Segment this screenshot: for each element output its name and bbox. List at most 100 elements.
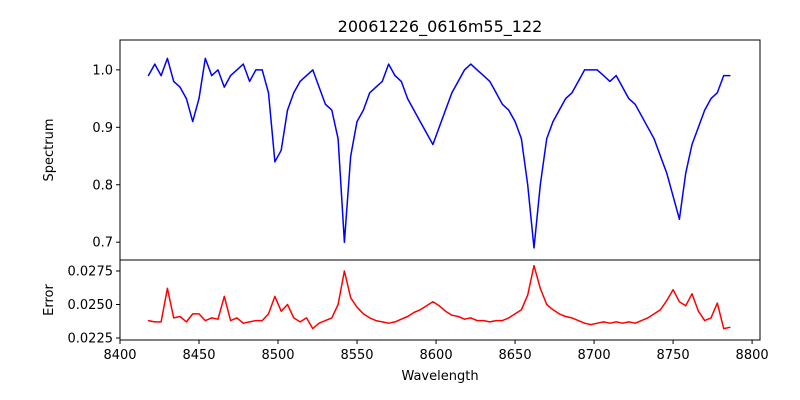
spectrum-point bbox=[267, 92, 270, 94]
error-point bbox=[305, 317, 308, 319]
spectrum-point bbox=[590, 69, 592, 71]
error-point bbox=[729, 326, 731, 328]
error-point bbox=[331, 317, 333, 319]
x-tick-label: 8800 bbox=[736, 348, 769, 363]
error-point bbox=[356, 306, 358, 308]
spectrum-point bbox=[615, 75, 617, 77]
error-point bbox=[723, 328, 725, 330]
error-point bbox=[577, 319, 579, 322]
spectrum-point bbox=[685, 172, 687, 174]
error-point bbox=[451, 314, 453, 316]
error-point bbox=[685, 305, 687, 307]
error-point bbox=[489, 321, 491, 323]
error-point bbox=[388, 322, 390, 324]
error-point bbox=[293, 317, 295, 319]
error-point bbox=[558, 313, 560, 315]
x-tick-label: 8450 bbox=[182, 348, 215, 363]
error-point bbox=[463, 318, 466, 320]
error-point bbox=[179, 315, 181, 318]
error-point bbox=[672, 289, 674, 291]
spectrum-point bbox=[723, 75, 725, 77]
error-point bbox=[217, 318, 219, 320]
error-point bbox=[230, 319, 232, 322]
error-point bbox=[381, 321, 383, 323]
error-point bbox=[324, 319, 327, 322]
spectrum-point bbox=[583, 69, 586, 71]
spectrum-point bbox=[154, 63, 156, 65]
error-point bbox=[621, 322, 624, 324]
chart-title: 20061226_0616m55_122 bbox=[338, 17, 543, 37]
spectrum-point bbox=[508, 109, 510, 111]
y-tick: 0.8 bbox=[92, 178, 120, 193]
error-point bbox=[343, 270, 345, 272]
spectrum-point bbox=[147, 75, 150, 77]
spectrum-point bbox=[337, 138, 339, 140]
spectrum-point bbox=[577, 80, 579, 82]
error-point bbox=[261, 319, 263, 322]
error-point bbox=[160, 321, 162, 323]
spectrum-point bbox=[204, 57, 206, 59]
spectrum-point bbox=[716, 92, 718, 94]
error-point bbox=[514, 313, 516, 315]
spectrum-point bbox=[476, 69, 478, 71]
spectrum-point bbox=[634, 103, 636, 105]
x-tick-label: 8600 bbox=[420, 348, 453, 363]
error-point bbox=[615, 321, 617, 323]
spectrum-point bbox=[666, 172, 668, 174]
spectrum-point bbox=[546, 138, 548, 140]
spectrum-point bbox=[628, 97, 630, 100]
y-tick-label: 0.9 bbox=[92, 121, 113, 136]
spectrum-point bbox=[394, 75, 396, 77]
spectrum-point bbox=[356, 120, 358, 123]
spectrum-point bbox=[552, 120, 554, 123]
spectrum-point bbox=[602, 75, 605, 77]
spectrum-point bbox=[280, 149, 282, 151]
error-point bbox=[419, 309, 421, 311]
error-point bbox=[546, 303, 548, 306]
error-point bbox=[596, 322, 598, 324]
error-point bbox=[375, 319, 377, 322]
spectrum-point bbox=[653, 138, 655, 140]
error-point bbox=[198, 313, 200, 315]
error-point bbox=[520, 309, 522, 311]
error-point bbox=[495, 319, 497, 322]
error-point bbox=[166, 287, 169, 290]
x-tick-label: 8750 bbox=[657, 348, 690, 363]
y-tick-label: 0.0225 bbox=[68, 331, 114, 346]
spectrum-point bbox=[223, 86, 225, 88]
y-tick-label: 0.0250 bbox=[68, 298, 114, 313]
spectrum-point bbox=[173, 80, 175, 82]
x-tick: 8600 bbox=[420, 340, 453, 363]
spectrum-point bbox=[400, 80, 402, 82]
spectrum-point bbox=[489, 80, 491, 82]
spectrum-point bbox=[198, 97, 200, 100]
y-tick: 0.0275 bbox=[68, 264, 120, 279]
spectrum-point bbox=[261, 69, 263, 71]
x-tick-label: 8400 bbox=[103, 348, 136, 363]
error-point bbox=[223, 295, 225, 298]
spectrum-point bbox=[185, 97, 187, 100]
spectrum-point bbox=[533, 247, 535, 249]
error-point bbox=[369, 317, 371, 319]
spectrum-point bbox=[211, 75, 213, 77]
y-axis-label-spectrum: Spectrum bbox=[42, 119, 57, 182]
spectrum-point bbox=[527, 184, 529, 186]
error-axes: 0.0225 0.0250 0.0275 8400 8450 8500 8550 8600 86… bbox=[68, 259, 769, 363]
spectrum-point bbox=[419, 120, 421, 123]
spectrum-point bbox=[729, 75, 731, 77]
error-point bbox=[482, 319, 485, 322]
spectrum-point bbox=[324, 103, 327, 105]
x-tick: 8700 bbox=[578, 340, 611, 363]
y-tick-label: 0.8 bbox=[92, 178, 113, 193]
spectrum-point bbox=[697, 126, 699, 128]
spectrum-point bbox=[242, 63, 244, 65]
spectrum-point bbox=[407, 97, 409, 100]
spectrum-point bbox=[293, 92, 295, 94]
y-tick-label: 1.0 bbox=[92, 63, 113, 78]
x-axis-label: Wavelength bbox=[401, 369, 478, 384]
x-tick-label: 8550 bbox=[340, 348, 373, 363]
spectrum-point bbox=[318, 86, 320, 88]
spectrum-point bbox=[331, 109, 333, 111]
error-point bbox=[602, 321, 605, 323]
